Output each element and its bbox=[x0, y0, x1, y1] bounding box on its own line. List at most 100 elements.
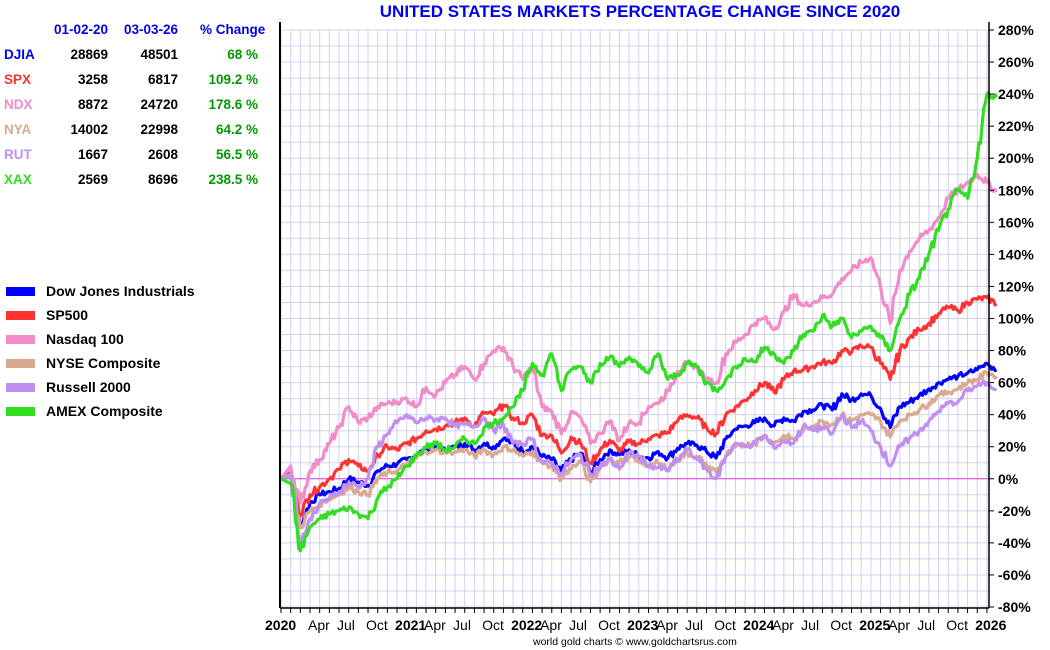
x-tick-label: Apr bbox=[888, 617, 910, 633]
legend-swatch bbox=[6, 358, 35, 368]
x-tick-label: Jul bbox=[801, 617, 819, 633]
stats-header-start-date: 01-02-20 bbox=[53, 22, 108, 37]
legend-label: SP500 bbox=[46, 307, 89, 323]
x-tick-label: Jul bbox=[917, 617, 935, 633]
x-tick-label: Oct bbox=[830, 617, 852, 633]
x-tick-label: 2022 bbox=[511, 617, 542, 633]
stats-change: 68 % bbox=[227, 47, 258, 62]
footer-credit: world gold charts © www.goldchartsrus.co… bbox=[533, 636, 737, 648]
legend-item-djia: Dow Jones Industrials bbox=[6, 279, 195, 303]
y-tick-label: 140% bbox=[998, 246, 1034, 262]
x-tick-label: Oct bbox=[714, 617, 736, 633]
x-tick-label: Oct bbox=[598, 617, 620, 633]
x-tick-label: Apr bbox=[308, 617, 330, 633]
axes: -80% -60% -40% -20% 0% 20% 40% 60% 80% 100% 120% 14… bbox=[265, 22, 1034, 633]
x-tick-label: Apr bbox=[424, 617, 446, 633]
legend-item-nya: NYSE Composite bbox=[6, 351, 195, 375]
x-tick-label: 2024 bbox=[743, 617, 774, 633]
stats-symbol: NYA bbox=[4, 122, 32, 137]
grid bbox=[280, 29, 989, 608]
stats-start-value: 14002 bbox=[70, 122, 108, 137]
y-tick-label: 280% bbox=[998, 22, 1034, 38]
x-tick-label: 2020 bbox=[265, 617, 296, 633]
legend-item-spx: SP500 bbox=[6, 303, 195, 327]
x-tick-label: 2021 bbox=[395, 617, 426, 633]
legend-swatch bbox=[6, 334, 35, 344]
x-tick-label: Jul bbox=[453, 617, 471, 633]
stats-start-value: 1667 bbox=[77, 147, 108, 162]
x-tick-label: Oct bbox=[482, 617, 504, 633]
series-lines bbox=[279, 91, 998, 553]
y-tick-label: -60% bbox=[998, 567, 1031, 583]
series-line-rut bbox=[280, 379, 998, 545]
stats-header-change: % Change bbox=[200, 22, 266, 37]
legend-label: Dow Jones Industrials bbox=[46, 283, 195, 299]
series-line-nya bbox=[280, 370, 998, 530]
y-tick-label: 240% bbox=[998, 86, 1034, 102]
y-tick-label: 40% bbox=[998, 407, 1027, 423]
stats-end-value: 8696 bbox=[147, 172, 178, 187]
stats-symbol: SPX bbox=[4, 72, 32, 87]
legend-item-ndx: Nasdaq 100 bbox=[6, 327, 195, 351]
chart-title: UNITED STATES MARKETS PERCENTAGE CHANGE … bbox=[379, 2, 901, 21]
y-tick-label: 180% bbox=[998, 182, 1034, 198]
stats-symbol: NDX bbox=[4, 97, 33, 112]
series-line-spx bbox=[280, 294, 998, 518]
y-tick-label: 0% bbox=[998, 471, 1019, 487]
x-tick-label: Oct bbox=[946, 617, 968, 633]
legend-swatch bbox=[6, 406, 35, 416]
y-tick-label: -20% bbox=[998, 503, 1031, 519]
stats-end-value: 6817 bbox=[147, 72, 178, 87]
y-tick-label: 80% bbox=[998, 343, 1027, 359]
y-tick-label: 220% bbox=[998, 118, 1034, 134]
y-tick-label: -80% bbox=[998, 599, 1031, 615]
stats-start-value: 3258 bbox=[77, 72, 108, 87]
legend-label: AMEX Composite bbox=[46, 403, 163, 419]
x-tick-label: Oct bbox=[366, 617, 388, 633]
x-tick-label: Jul bbox=[569, 617, 587, 633]
legend-label: Russell 2000 bbox=[46, 379, 131, 395]
stats-header-end-date: 03-03-26 bbox=[123, 22, 178, 37]
x-tick-label: Apr bbox=[656, 617, 678, 633]
stats-change: 178.6 % bbox=[208, 97, 258, 112]
x-tick-label: 2023 bbox=[627, 617, 658, 633]
legend-item-rut: Russell 2000 bbox=[6, 375, 195, 399]
x-tick-label: Apr bbox=[772, 617, 794, 633]
legend-label: Nasdaq 100 bbox=[46, 331, 124, 347]
chart-legend: Dow Jones Industrials SP500 Nasdaq 100 N… bbox=[6, 279, 195, 423]
stats-end-value: 48501 bbox=[140, 47, 178, 62]
x-tick-label: 2025 bbox=[859, 617, 890, 633]
stats-change: 238.5 % bbox=[208, 172, 258, 187]
stats-change: 64.2 % bbox=[215, 122, 258, 137]
stats-end-value: 22998 bbox=[140, 122, 178, 137]
y-tick-label: 200% bbox=[998, 150, 1034, 166]
stats-symbol: DJIA bbox=[4, 47, 35, 62]
legend-swatch bbox=[6, 286, 35, 296]
y-tick-label: 260% bbox=[998, 54, 1034, 70]
stats-symbol: XAX bbox=[4, 172, 32, 187]
x-tick-label: 2026 bbox=[975, 617, 1006, 633]
y-tick-label: 100% bbox=[998, 311, 1034, 327]
stats-change: 109.2 % bbox=[208, 72, 258, 87]
stats-symbol: RUT bbox=[4, 147, 32, 162]
stats-start-value: 2569 bbox=[77, 172, 108, 187]
y-tick-label: 120% bbox=[998, 278, 1034, 294]
stats-end-value: 24720 bbox=[140, 97, 178, 112]
y-tick-label: 20% bbox=[998, 439, 1027, 455]
legend-label: NYSE Composite bbox=[46, 355, 161, 371]
y-tick-label: -40% bbox=[998, 535, 1031, 551]
legend-swatch bbox=[6, 310, 35, 320]
stats-start-value: 28869 bbox=[70, 47, 108, 62]
stats-end-value: 2608 bbox=[147, 147, 178, 162]
legend-item-xax: AMEX Composite bbox=[6, 399, 195, 423]
x-tick-label: Jul bbox=[337, 617, 355, 633]
stats-start-value: 8872 bbox=[77, 97, 108, 112]
y-tick-label: 60% bbox=[998, 375, 1027, 391]
series-line-ndx bbox=[279, 172, 998, 505]
x-tick-label: Apr bbox=[540, 617, 562, 633]
stats-change: 56.5 % bbox=[215, 147, 258, 162]
x-tick-label: Jul bbox=[685, 617, 703, 633]
y-tick-label: 160% bbox=[998, 214, 1034, 230]
legend-swatch bbox=[6, 382, 35, 392]
